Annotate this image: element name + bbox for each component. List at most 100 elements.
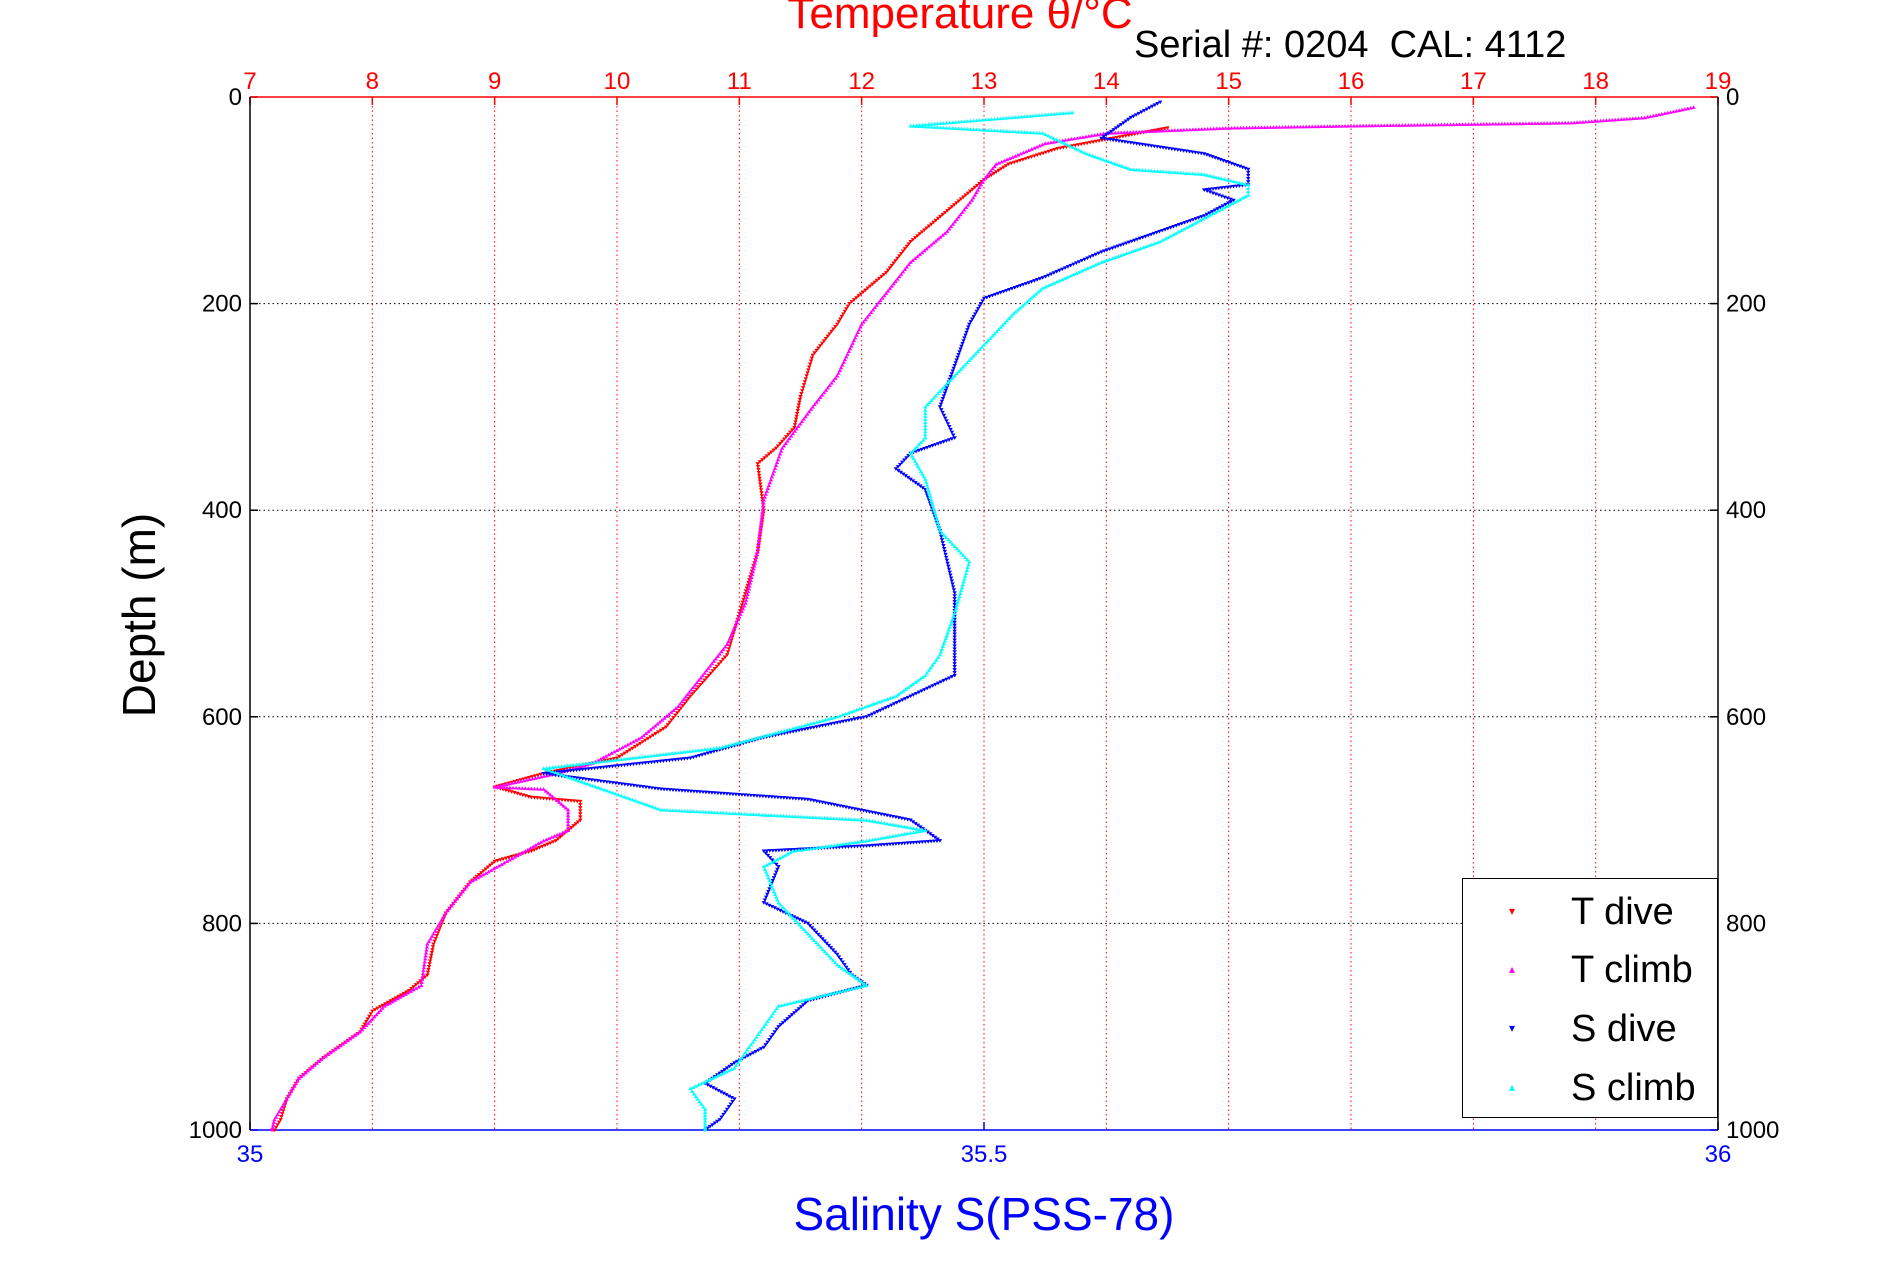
data-point [679,788,685,793]
data-point [622,751,627,756]
data-point [986,128,991,132]
data-point [938,680,944,684]
data-point [908,831,913,835]
data-point [1074,261,1079,266]
data-point [1157,229,1162,234]
data-point [974,183,980,188]
data-point [823,336,829,341]
data-point [920,486,926,490]
data-point [1020,303,1025,308]
data-point [902,697,908,701]
data-point [1223,202,1228,207]
data-point [1202,188,1207,192]
data-point [763,1022,768,1026]
data-point [977,185,982,189]
data-point [972,193,978,197]
data-point [699,747,705,752]
data-point [1298,124,1303,129]
data-point [778,902,783,907]
data-point [746,1045,752,1049]
data-point [942,231,948,235]
data-point [759,516,764,520]
data-point [840,842,846,846]
data-point [860,705,865,710]
data-point [729,742,734,747]
data-point [1246,189,1251,194]
data-point [1043,132,1048,137]
data-point [1148,232,1154,237]
data-point [362,1022,367,1027]
data-point [694,790,700,794]
data-point [998,325,1003,329]
data-point [637,761,642,766]
data-point [893,467,899,471]
data-point [661,727,666,731]
data-point [536,775,541,780]
data-point [977,127,982,132]
data-point [1394,123,1399,127]
data-point [890,695,896,699]
data-point [864,844,869,848]
data-point [576,765,581,769]
data-point [932,125,937,129]
data-point [607,780,613,785]
data-point [950,369,955,374]
data-point [544,797,549,801]
data-point [422,956,428,961]
data-point [926,224,932,229]
data-point [1046,133,1051,138]
data-point [855,985,860,990]
data-point [1128,167,1133,171]
data-point [1051,140,1057,144]
data-point [948,622,953,627]
data-point [712,1075,718,1079]
data-point [846,987,852,992]
data-point [985,173,990,177]
data-point [1232,200,1238,204]
data-point [941,125,946,130]
data-point [1051,111,1057,116]
data-point [826,844,831,848]
data-point [785,438,790,443]
data-point [952,644,957,648]
data-point [843,845,848,849]
data-point [717,1118,722,1122]
data-point [952,544,957,548]
data-point [937,839,943,843]
data-point [946,226,952,231]
data-point [553,765,558,769]
data-point [942,210,948,215]
data-point [922,228,927,232]
data-point [1152,168,1157,173]
data-point [782,848,788,853]
data-point [1175,170,1180,175]
data-point [613,764,618,769]
data-point [416,984,421,989]
data-point [858,817,863,822]
data-point [1204,212,1210,217]
data-point [975,349,980,354]
data-point [764,454,770,458]
data-point [479,871,484,875]
data-point [658,728,663,733]
data-point [893,823,899,827]
data-point [1126,117,1131,122]
data-point [1037,130,1042,135]
data-point [650,725,656,730]
data-point [800,389,805,393]
data-point [905,841,910,846]
data-point [793,796,799,801]
data-point [712,791,718,795]
data-point [528,846,533,850]
data-point [592,778,597,783]
data-point [622,756,627,761]
data-point [721,810,726,815]
data-point [932,121,937,126]
data-point [645,754,651,758]
data-point [664,808,670,812]
data-point [666,751,672,756]
data-point [1645,115,1650,119]
data-point [543,788,549,793]
data-point [1133,113,1139,117]
data-point [833,376,838,380]
